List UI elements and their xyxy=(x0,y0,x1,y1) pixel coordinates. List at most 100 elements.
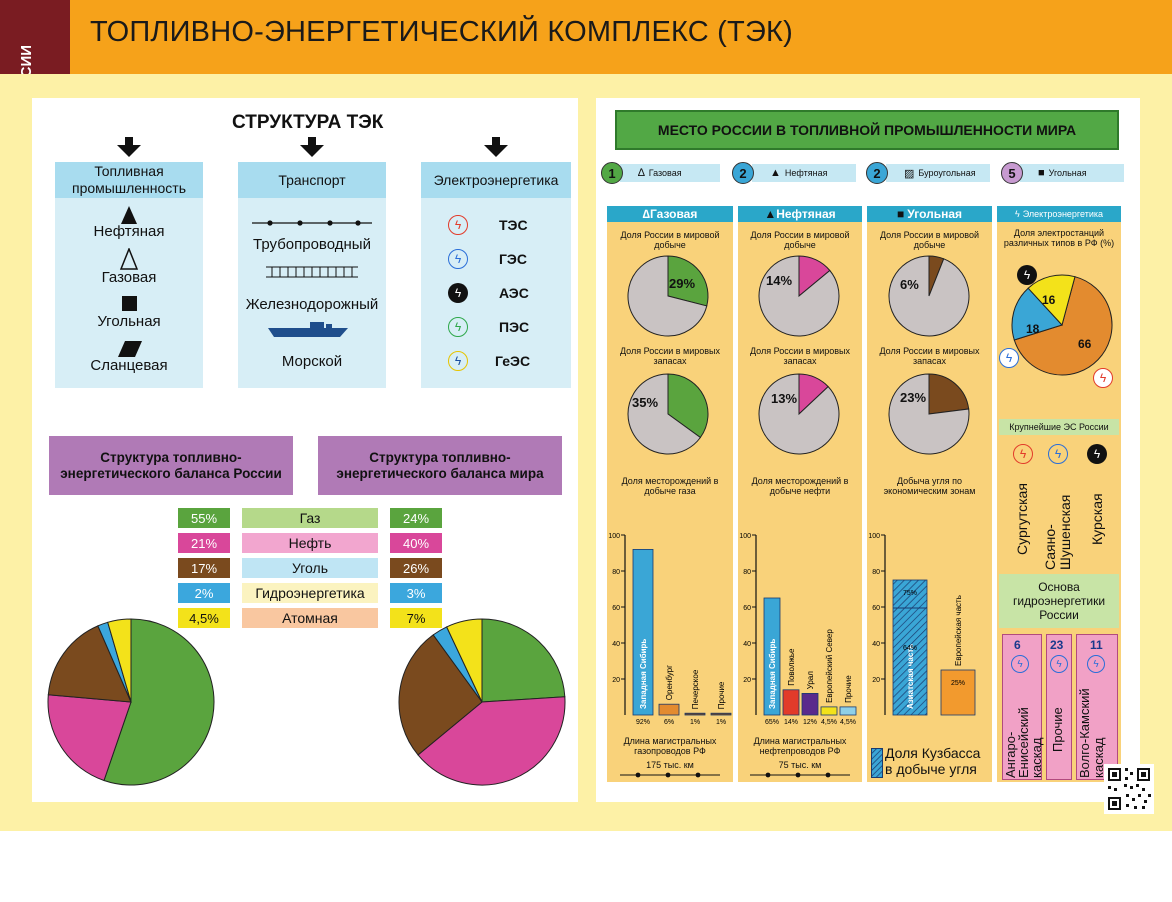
slice-oil xyxy=(417,696,566,786)
bar xyxy=(801,692,819,716)
axis-tick-label: 60 xyxy=(612,605,620,612)
legend-label: Нефть xyxy=(242,533,378,553)
coal-production-pie xyxy=(888,255,970,337)
slice-oil xyxy=(47,694,132,782)
world-pct: 3% xyxy=(390,583,442,603)
cascade-count: 23 xyxy=(1050,638,1064,652)
electro-box: Электроэнергетика ϟ ТЭС ϟ ГЭС ϟ АЭС ϟ ПЭ… xyxy=(421,162,571,388)
electro-head: ϟ Электроэнергетика xyxy=(997,206,1121,222)
axis-tick-label: 100 xyxy=(608,533,620,540)
rank-number: 2 xyxy=(732,162,754,184)
slice-russia xyxy=(667,255,709,307)
ges-icon: ϟ xyxy=(1048,444,1068,464)
kuzbass-label: Доля Кузбасса в добыче угля xyxy=(885,745,981,777)
transport-item: Железнодорожный xyxy=(245,296,379,313)
electro-item: ГеЭС xyxy=(495,353,531,369)
qr-code-icon[interactable] xyxy=(1104,764,1154,814)
electro-item: ТЭС xyxy=(499,217,528,233)
slice-world xyxy=(888,255,970,337)
fuel-item: Угольная xyxy=(97,313,161,330)
bar-value-label: 1% xyxy=(716,719,726,726)
rank-label: Угольная xyxy=(1048,168,1087,178)
axis-tick-label: 80 xyxy=(743,569,751,576)
ges-icon: ϟ xyxy=(1011,655,1029,673)
gas-bars-title: Доля месторождений в добыче газа xyxy=(621,476,719,496)
bar-category-label: Европейская часть xyxy=(954,595,963,666)
bar-value-label: 65% xyxy=(765,719,779,726)
axis-tick-label: 60 xyxy=(872,605,880,612)
header-bar xyxy=(0,0,1172,74)
axis-tick-label: 80 xyxy=(612,569,620,576)
ship-icon xyxy=(268,322,348,337)
transport-item: Трубопроводный xyxy=(253,236,371,253)
pipeline-icon xyxy=(750,772,850,778)
tes-icon: ϟ xyxy=(1013,444,1033,464)
gas-prod-label: Доля России в мировой добыче xyxy=(620,230,720,250)
geoes-icon: ϟ xyxy=(448,351,468,371)
legend-label: Уголь xyxy=(242,558,378,578)
cascade-name: Ангаро-Енисейский каскад xyxy=(1003,707,1044,778)
tes-icon: ϟ xyxy=(1093,368,1113,388)
slice-gas xyxy=(481,618,566,703)
bar-value-label: 4,5% xyxy=(840,719,856,726)
electro-item: АЭС xyxy=(499,285,529,301)
gas-bar-chart: 100 80 60 40 20 Западная Сибирь Оренбург Печерс… xyxy=(608,533,732,726)
electro-value: 66 xyxy=(1078,337,1092,351)
fuel-item: Газовая xyxy=(101,269,157,286)
fuel-item: Нефтяная xyxy=(93,223,165,240)
cascade-name: Волго-Камский каскад xyxy=(1077,688,1106,778)
bar xyxy=(940,669,976,716)
axis-tick-label: 40 xyxy=(612,641,620,648)
rank-number: 2 xyxy=(866,162,888,184)
world-pct: 26% xyxy=(390,558,442,578)
bar-category-label: Прочие xyxy=(844,675,853,703)
rank-pill: ▲ Нефтяная xyxy=(752,164,856,182)
bar-value-label: 92% xyxy=(636,719,650,726)
pipeline-icon xyxy=(252,220,372,226)
gas-pipe-length: 175 тыс. км xyxy=(646,760,694,770)
gas-head: ∆ Газовая xyxy=(607,206,733,222)
oil-prod-value: 14% xyxy=(766,273,793,288)
rank-pill: ■ Угольная xyxy=(1020,164,1124,182)
axis-tick-label: 20 xyxy=(743,677,751,684)
biggest-label: Крупнейшие ЭС России xyxy=(999,419,1119,435)
bar-category-label: Европейский Север xyxy=(825,629,834,703)
bar-category-label: Прочие xyxy=(717,681,726,709)
bar xyxy=(632,548,654,716)
bar xyxy=(710,712,732,716)
bar-category-label: Западная Сибирь xyxy=(768,639,777,709)
oil-triangle-icon xyxy=(121,206,137,224)
world-pct: 7% xyxy=(390,608,442,628)
electro-item: ГЭС xyxy=(499,251,528,267)
gas-triangle-icon xyxy=(119,248,139,270)
bar-category-label: Урал xyxy=(806,671,815,690)
oil-production-pie xyxy=(758,255,840,337)
slice-world xyxy=(627,255,708,337)
bar-category-label: Азиатская часть xyxy=(906,644,915,709)
slice-tes xyxy=(1013,276,1113,376)
slice-world xyxy=(888,373,970,455)
bar xyxy=(763,597,781,716)
rank-pill: ▨ Буроугольная xyxy=(886,164,990,182)
slice-world xyxy=(627,373,702,455)
bar-category-label: Печерское xyxy=(691,669,700,709)
arrow-down-icon xyxy=(300,137,324,157)
russia-pct: 2% xyxy=(178,583,230,603)
cascade-count: 11 xyxy=(1090,638,1103,652)
coal-prod-label: Доля России в мировой добыче xyxy=(879,230,980,250)
page-title: ТОПЛИВНО-ЭНЕРГЕТИЧЕСКИЙ КОМПЛЕКС (ТЭК) xyxy=(90,16,793,48)
rank-icon: ■ xyxy=(1038,167,1045,179)
bar-hatch xyxy=(893,580,927,715)
coal-bars-title: Добыча угля по экономическим зонам xyxy=(883,476,976,496)
bar-category-label: Поволжье xyxy=(787,648,796,686)
aes-icon: ϟ xyxy=(448,283,468,303)
russia-pct: 4,5% xyxy=(178,608,230,628)
oil-bar-chart: 100 80 60 40 20 Западная Сибирь Поволжье Урал Ев… xyxy=(739,533,857,726)
station-name: Курская xyxy=(1089,493,1105,545)
gas-res-value: 35% xyxy=(632,395,659,410)
ges-icon: ϟ xyxy=(1087,655,1105,673)
slice-coal xyxy=(47,625,132,703)
coal-res-value: 23% xyxy=(900,390,927,405)
electro-head: Электроэнергетика xyxy=(421,162,571,198)
axis-tick-label: 40 xyxy=(872,641,880,648)
